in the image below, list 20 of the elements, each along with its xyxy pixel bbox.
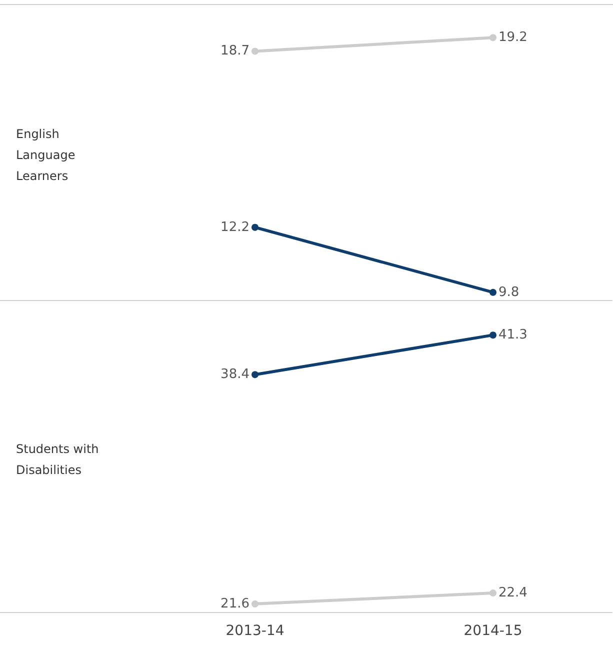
y-axis-title: Students with Disabilities — [16, 440, 100, 478]
point — [252, 371, 258, 378]
point — [490, 34, 496, 42]
point — [490, 590, 496, 597]
x-tick-label: 2014-15 — [464, 623, 522, 639]
point — [252, 600, 258, 608]
y-axis-title: English Language Learners — [16, 126, 76, 184]
data-label: 22.4 — [498, 586, 528, 601]
point — [490, 288, 496, 296]
point — [252, 224, 258, 231]
data-label: 18.7 — [220, 44, 250, 59]
data-label: 12.2 — [220, 220, 250, 235]
data-label: 41.3 — [498, 328, 528, 343]
data-label: 19.2 — [498, 30, 528, 46]
data-label: 38.4 — [220, 367, 250, 382]
x-tick-label: 2013-14 — [226, 623, 284, 639]
data-label: 21.6 — [220, 596, 250, 612]
data-label: 9.8 — [498, 284, 520, 300]
point — [252, 48, 258, 55]
point — [490, 332, 496, 339]
